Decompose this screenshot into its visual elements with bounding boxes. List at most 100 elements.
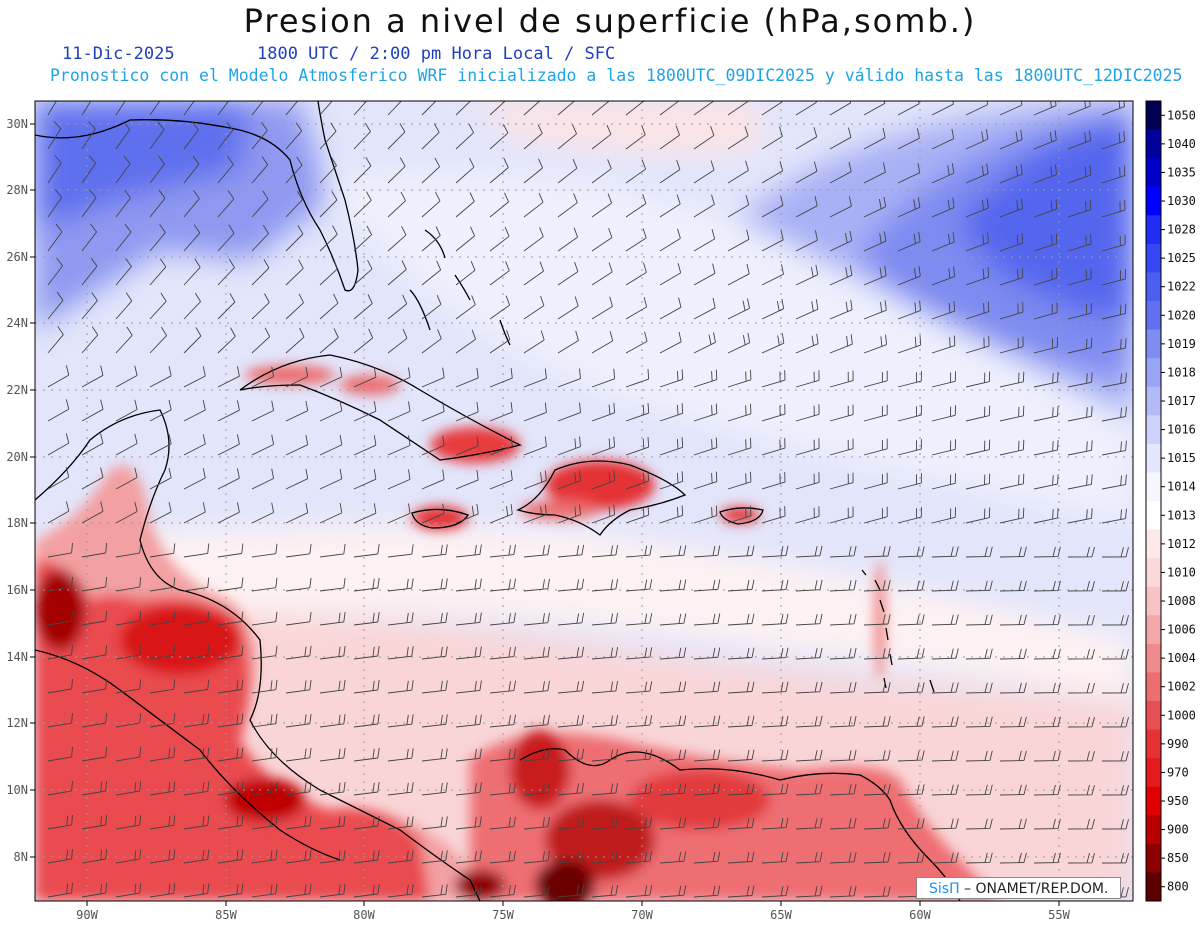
- wind-barb: [931, 301, 956, 320]
- wind-barb: [863, 716, 891, 728]
- wind-barb: [251, 781, 278, 796]
- wind-barb: [591, 715, 619, 728]
- wind-barb: [455, 157, 475, 184]
- wind-barb: [183, 502, 206, 524]
- wind-barb: [81, 882, 108, 898]
- wind-barb: [591, 331, 614, 354]
- wind-barb: [693, 263, 716, 286]
- wind-barb: [149, 645, 176, 660]
- wind-barb: [965, 716, 993, 728]
- wind-barb: [591, 504, 616, 524]
- wind-barb: [285, 747, 312, 762]
- wind-barb: [489, 123, 509, 150]
- wind-barb: [863, 614, 891, 626]
- wind-barb: [557, 748, 585, 762]
- wind-barb: [659, 545, 687, 558]
- wind-barb: [727, 437, 752, 456]
- map-frame: [34, 100, 1134, 902]
- wind-barb: [387, 328, 408, 354]
- wind-barb: [1067, 268, 1092, 286]
- wind-barb: [1033, 818, 1061, 830]
- colorbar-label: 1015: [1167, 451, 1196, 465]
- wind-barb: [387, 367, 411, 388]
- wind-barb: [693, 715, 721, 728]
- wind-barb: [863, 231, 887, 252]
- wind-barb: [999, 198, 1023, 218]
- wind-barb: [795, 851, 823, 864]
- wind-barb: [81, 712, 108, 728]
- wind-barb: [285, 645, 312, 660]
- colorbar-label: 950: [1167, 794, 1189, 808]
- axis-labels: 90W 85W 80W 75W 70W 65W 60W 55W 30N 28N 26N 24N 22N 2…: [6, 117, 1070, 922]
- wind-barb: [353, 401, 377, 422]
- wind-barb: [455, 850, 482, 864]
- wind-barb: [829, 715, 857, 728]
- wind-barb: [455, 260, 476, 286]
- colorbar-swatch: [1146, 129, 1161, 159]
- colorbar-label: 1000: [1167, 708, 1196, 722]
- wind-barb: [829, 265, 853, 286]
- wind-barb: [183, 155, 200, 184]
- colorbar-label: 990: [1167, 737, 1189, 751]
- wind-barb: [999, 302, 1024, 320]
- wind-barb: [217, 645, 244, 660]
- wind-barb: [999, 164, 1023, 184]
- wind-barb: [353, 328, 374, 354]
- wind-barb: [1033, 130, 1057, 150]
- wind-barb: [999, 716, 1027, 728]
- wind-barb: [659, 783, 687, 796]
- wind-barb: [489, 646, 516, 660]
- wind-barb: [999, 336, 1024, 354]
- wind-barb: [183, 468, 206, 490]
- wind-barb: [523, 680, 550, 694]
- wind-barb: [217, 577, 244, 592]
- colorbar-label: 1050: [1167, 108, 1196, 122]
- wind-barb: [47, 610, 73, 626]
- wind-barb: [1067, 474, 1093, 490]
- colorbar-label: 1040: [1167, 137, 1196, 151]
- wind-barb: [217, 293, 236, 320]
- wind-barb: [285, 815, 312, 830]
- wind-barb: [727, 817, 755, 830]
- wind-barb: [659, 331, 682, 354]
- wind-barb: [387, 225, 407, 252]
- wind-barb: [47, 155, 62, 184]
- wind-barb: [421, 782, 448, 796]
- wind-barb: [1101, 131, 1126, 150]
- wind-barb: [557, 544, 585, 558]
- wind-barb: [727, 505, 752, 524]
- wind-barb: [761, 817, 789, 830]
- wind-barb: [353, 503, 377, 524]
- wind-barb: [829, 196, 852, 218]
- wind-barb: [149, 713, 176, 728]
- wind-barb: [149, 543, 176, 558]
- wind-barb: [47, 189, 63, 218]
- wind-barb: [285, 611, 312, 626]
- wind-barb: [557, 402, 581, 422]
- wind-barb: [217, 468, 240, 490]
- wind-barb: [285, 101, 299, 116]
- wind-barb: [285, 679, 312, 694]
- wind-barb: [1101, 649, 1129, 660]
- wind-barb: [115, 713, 142, 728]
- wind-barb: [659, 437, 684, 456]
- wind-barb: [47, 644, 73, 660]
- wind-barb: [591, 545, 619, 558]
- wind-barb: [693, 681, 721, 694]
- wind-barb: [319, 259, 338, 286]
- wind-barb: [523, 436, 547, 456]
- wind-barb: [829, 579, 857, 592]
- wind-barb: [319, 191, 338, 218]
- wind-barb: [999, 648, 1027, 660]
- wind-barb: [251, 122, 268, 150]
- wind-barb: [523, 578, 550, 592]
- wind-barb: [183, 713, 210, 728]
- wind-barb: [455, 435, 479, 456]
- wind-barb: [387, 714, 414, 728]
- wind-barb: [863, 370, 888, 388]
- wind-barb: [251, 190, 269, 218]
- wind-barb: [625, 369, 650, 388]
- wind-barb: [217, 815, 244, 830]
- wind-barb: [795, 715, 823, 728]
- wind-barb: [795, 101, 817, 116]
